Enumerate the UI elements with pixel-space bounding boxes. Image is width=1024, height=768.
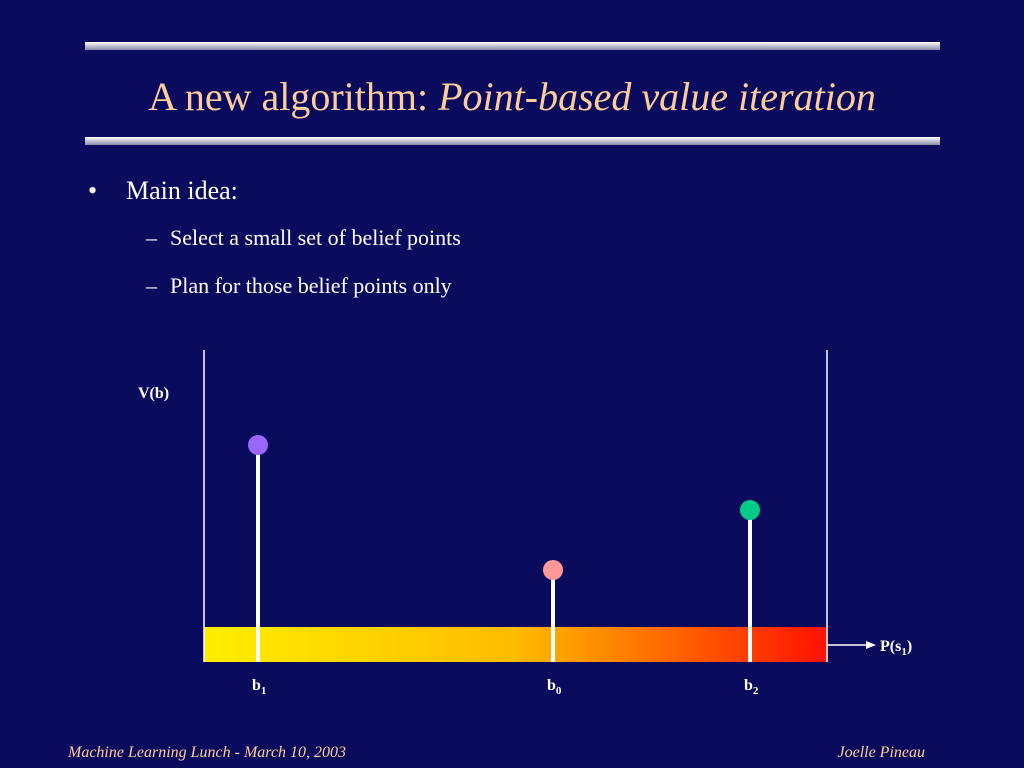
footer-right: Joelle Pineau (837, 744, 925, 761)
point-label-base: b (252, 677, 261, 694)
point-label-sub: 0 (556, 685, 562, 697)
top-rule (85, 42, 940, 50)
point-label-sub: 1 (261, 685, 267, 697)
point-label-base: b (744, 677, 753, 694)
sub-bullet: Plan for those belief points only (170, 273, 452, 298)
belief-point (543, 560, 563, 580)
belief-bar (204, 627, 827, 662)
bullet-marker: • (88, 176, 97, 205)
title: A new algorithm: Point-based value iterat… (148, 74, 876, 119)
dash: – (145, 225, 158, 250)
belief-point (248, 435, 268, 455)
belief-point (740, 500, 760, 520)
x-label-end: ) (907, 638, 912, 655)
bottom-rule (85, 137, 940, 145)
diagram: P(s1) V(b) b1 b0 b2 (138, 350, 912, 697)
point-label-base: b (547, 677, 556, 694)
point-label-sub: 2 (753, 685, 759, 697)
footer-left: Machine Learning Lunch - March 10, 2003 (67, 744, 346, 761)
bullet: Main idea: (126, 176, 238, 205)
title-emphasis: Point-based value iteration (437, 74, 876, 119)
sub-bullet: Select a small set of belief points (170, 225, 461, 250)
x-label: P(s1) (880, 638, 912, 658)
arrow-head (866, 641, 876, 649)
x-label-base: P(s (880, 638, 901, 655)
y-label: V(b) (138, 385, 169, 402)
point-label: b1 (252, 677, 266, 697)
point-label: b0 (547, 677, 562, 697)
x-label-sub: 1 (901, 646, 907, 658)
point-label: b2 (744, 677, 759, 697)
title-text: A new algorithm: (148, 74, 428, 119)
dash: – (145, 273, 158, 298)
